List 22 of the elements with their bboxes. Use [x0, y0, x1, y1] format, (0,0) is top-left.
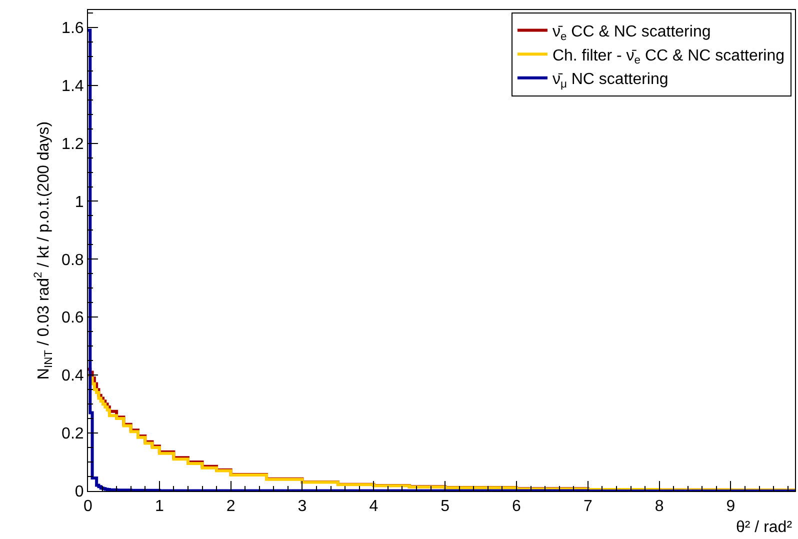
x-axis-title: θ² / rad²	[736, 519, 793, 536]
legend-label: Ch. filter - ν̄$_{e}$ CC & NC scattering	[552, 47, 785, 67]
y-tick-label: 0.4	[62, 368, 84, 385]
x-tick-label: 5	[440, 498, 450, 516]
x-tick-label: 6	[512, 498, 522, 516]
legend-label: ν̄$_{μ}$ NC scattering	[552, 71, 668, 91]
x-tick-label: 8	[654, 498, 664, 516]
y-tick-label: 1.4	[62, 78, 84, 95]
x-tick-label: 9	[726, 498, 736, 516]
x-tick-label: 3	[298, 498, 307, 516]
y-tick-label: 1	[74, 194, 84, 211]
y-tick-label: 0	[74, 484, 84, 501]
y-tick-label: 0.6	[62, 310, 84, 327]
x-tick-label: 2	[226, 498, 236, 516]
x-tick-label: 7	[583, 498, 592, 516]
y-tick-label: 1.2	[62, 136, 84, 153]
x-tick-label: 4	[369, 498, 378, 516]
legend-label: ν̄$_{e}$ CC & NC scattering	[552, 24, 711, 43]
y-tick-label: 1.6	[62, 20, 84, 37]
y-tick-label: 0.2	[62, 426, 84, 443]
y-tick-label: 0.8	[62, 252, 84, 269]
x-tick-label: 1	[154, 498, 164, 516]
